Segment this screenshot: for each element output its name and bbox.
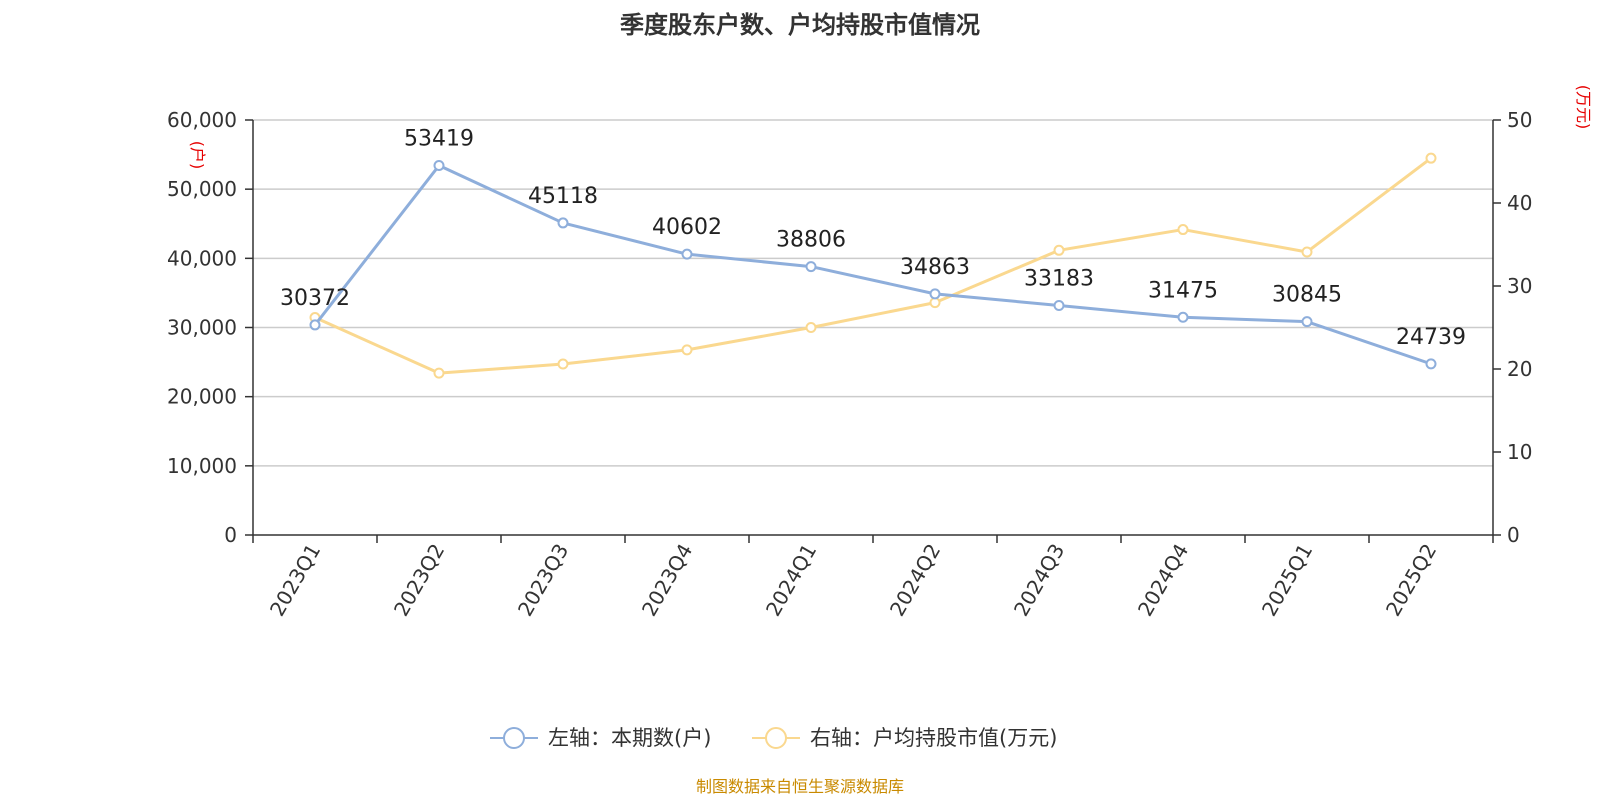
x-axis-category-label: 2025Q2	[1381, 540, 1441, 621]
x-axis-category-label: 2025Q1	[1257, 540, 1317, 621]
right-axis-tick-label: 0	[1507, 523, 1520, 547]
left-axis-tick-label: 50,000	[167, 177, 237, 201]
x-axis-category-label: 2024Q4	[1133, 540, 1193, 621]
legend: 左轴：本期数(户) 右轴：户均持股市值(万元)	[490, 726, 1057, 750]
data-labels: 30372 53419 45118 40602 38806 34863 33183 31475…	[280, 127, 1466, 350]
left-axis-unit: (户)	[188, 141, 207, 170]
data-point-left	[433, 160, 445, 172]
left-axis-tick-label: 0	[224, 523, 237, 547]
data-point-right	[1301, 246, 1313, 258]
data-point-right	[1425, 152, 1437, 164]
x-axis-category-label: 2023Q3	[513, 540, 573, 621]
data-label: 45118	[528, 184, 598, 209]
x-axis-category-label: 2023Q4	[637, 540, 697, 621]
axes: 0 10,000 20,000 30,000 40,000 50,000 60,000 0 10…	[167, 108, 1532, 620]
data-point-right	[805, 322, 817, 333]
data-label: 31475	[1148, 278, 1218, 303]
left-axis-tick-label: 40,000	[167, 246, 237, 270]
x-axis-category-label: 2024Q3	[1009, 540, 1069, 621]
data-label: 53419	[404, 127, 474, 152]
series-line-right	[314, 156, 1432, 375]
legend-label-right: 右轴：户均持股市值(万元)	[810, 726, 1057, 750]
data-point-left	[805, 261, 817, 273]
legend-marker-left	[503, 727, 525, 749]
data-label: 33183	[1024, 266, 1094, 291]
data-point-left	[681, 248, 693, 260]
x-axis-category-label: 2024Q2	[885, 540, 945, 621]
series-layer	[309, 152, 1437, 379]
data-point-right	[929, 297, 941, 309]
right-axis-unit: (万元)	[1574, 85, 1593, 130]
legend-item-left-series[interactable]: 左轴：本期数(户)	[490, 726, 711, 750]
source-note: 制图数据来自恒生聚源数据库	[696, 777, 904, 796]
data-point-right	[433, 367, 445, 379]
data-label: 34863	[900, 255, 970, 280]
right-axis-tick-label: 10	[1507, 440, 1532, 464]
right-axis-tick-label: 20	[1507, 357, 1532, 381]
chart-title: 季度股东户数、户均持股市值情况	[620, 11, 980, 39]
data-label: 30845	[1272, 283, 1342, 308]
data-label: 40602	[652, 215, 722, 240]
left-axis-tick-label: 20,000	[167, 385, 237, 409]
left-axis-tick-label: 60,000	[167, 108, 237, 132]
legend-marker-right	[765, 727, 787, 749]
data-point-left	[1301, 316, 1313, 328]
right-axis-tick-label: 40	[1507, 191, 1532, 215]
data-point-left	[1053, 299, 1065, 311]
x-axis-category-label: 2023Q2	[389, 540, 449, 621]
right-axis-tick-label: 50	[1507, 108, 1532, 132]
data-point-left	[929, 288, 941, 300]
left-axis-tick-label: 30,000	[167, 316, 237, 340]
data-point-right	[1177, 224, 1189, 236]
data-point-left	[309, 319, 321, 331]
data-point-left	[557, 217, 569, 229]
legend-label-left: 左轴：本期数(户)	[548, 726, 711, 750]
data-label: 30372	[280, 286, 350, 311]
data-point-right	[557, 358, 569, 370]
series-line-left	[313, 164, 1432, 366]
gridlines	[253, 119, 1493, 467]
data-label: 38806	[776, 228, 846, 253]
x-axis-category-label: 2023Q1	[265, 540, 325, 621]
data-point-left	[1177, 311, 1189, 323]
legend-item-right-series[interactable]: 右轴：户均持股市值(万元)	[752, 726, 1057, 750]
x-axis-category-label: 2024Q1	[761, 540, 821, 621]
data-point-right	[681, 344, 693, 356]
data-point-left	[1425, 358, 1437, 370]
data-label: 24739	[1396, 325, 1466, 350]
left-axis-tick-label: 10,000	[167, 454, 237, 478]
right-axis-tick-label: 30	[1507, 274, 1532, 298]
data-point-right	[1053, 244, 1065, 256]
